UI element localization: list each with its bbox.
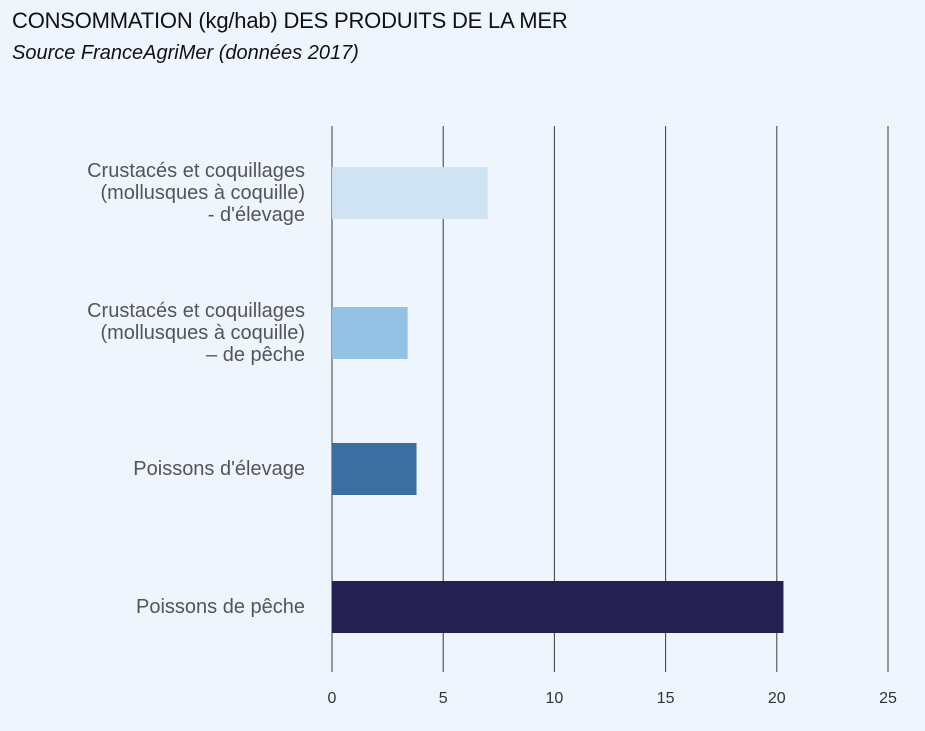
category-label: Crustacés et coquillages (mollusques à c… [87, 160, 305, 226]
bar-2 [332, 443, 417, 495]
chart-title: CONSOMMATION (kg/hab) DES PRODUITS DE LA… [12, 8, 568, 33]
x-tick-label: 0 [328, 690, 337, 707]
category-label: Poissons de pêche [135, 596, 305, 618]
x-tick-label: 5 [439, 690, 448, 707]
bar-1 [332, 307, 408, 359]
x-tick-labels: 0 5 10 15 20 25 [328, 690, 897, 707]
x-tick-label: 10 [546, 690, 564, 707]
bar-3 [332, 581, 784, 633]
x-tick-label: 20 [768, 690, 786, 707]
bar-0 [332, 167, 488, 219]
chart-subtitle: Source FranceAgriMer (données 2017) [12, 42, 359, 64]
x-tick-label: 15 [657, 690, 675, 707]
x-tick-label: 25 [879, 690, 897, 707]
category-label: Crustacés et coquillages (mollusques à c… [87, 300, 305, 366]
category-label: Poissons d'élevage [133, 458, 305, 480]
bars [332, 167, 784, 633]
